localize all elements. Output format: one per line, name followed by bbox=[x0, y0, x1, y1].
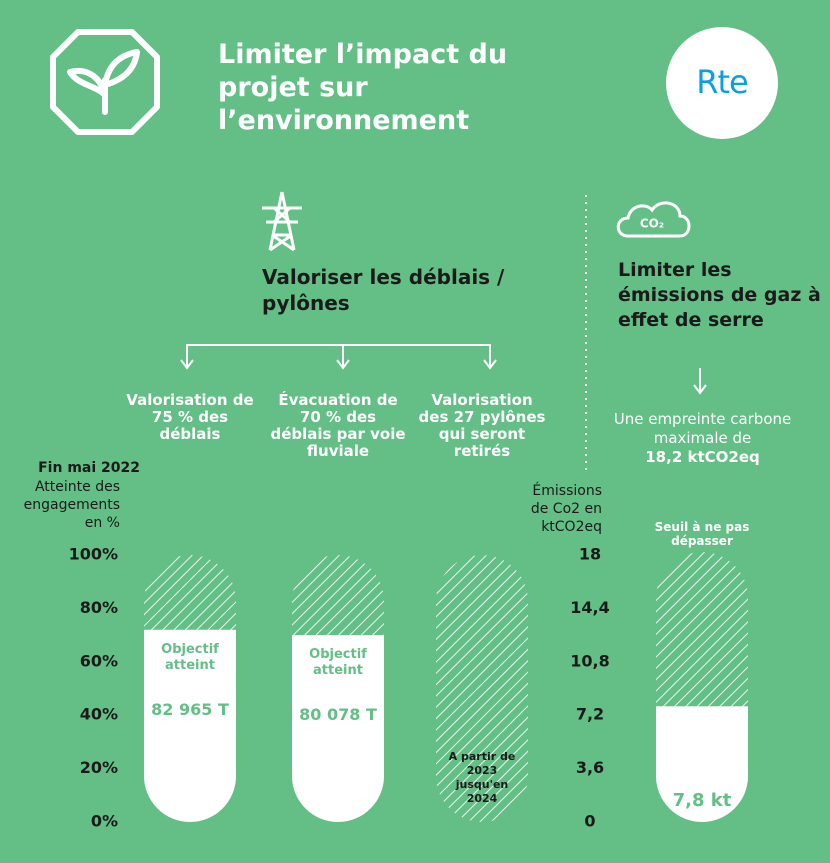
pylon-icon bbox=[262, 191, 302, 252]
plant-icon bbox=[50, 29, 160, 135]
value-label: 7,8 kt bbox=[672, 790, 732, 811]
bar-note: 82 965 T bbox=[151, 699, 229, 719]
y-tick-label: 20% bbox=[80, 758, 118, 777]
y-tick-label: 40% bbox=[80, 705, 118, 724]
y-tick-label: 14,4 bbox=[570, 598, 609, 617]
bar-note: Objectif atteint bbox=[161, 641, 219, 673]
chart-title: Fin mai 2022 bbox=[38, 460, 140, 476]
y-tick-label: 100% bbox=[69, 545, 118, 564]
y-tick-label: 80% bbox=[80, 598, 118, 617]
y-tick-label: 3,6 bbox=[576, 758, 604, 777]
bar-note: Objectif atteint bbox=[309, 647, 367, 679]
y-axis-label: Atteinte des engagements en % bbox=[23, 479, 120, 531]
section-subtitle: Une empreinte carbone maximale de bbox=[613, 410, 792, 447]
bar-note: A partir de 2023 jusqu'en 2024 bbox=[448, 750, 516, 805]
y-tick-label: 7,2 bbox=[576, 705, 604, 724]
header-title: Limiter l’impact du projet sur l’environ… bbox=[218, 39, 508, 136]
threshold-label: Seuil à ne pas dépasser bbox=[654, 520, 750, 548]
svg-text:CO₂: CO₂ bbox=[640, 217, 664, 231]
y-tick-label: 60% bbox=[80, 651, 118, 670]
y-tick-label: 10,8 bbox=[570, 651, 609, 670]
category-label: Évacuation de 70 % des déblais par voie … bbox=[270, 391, 406, 460]
bar bbox=[292, 635, 384, 822]
section-title: Valoriser les déblais / pylônes bbox=[262, 265, 505, 315]
y-axis-label: Émissions de Co2 en ktCO2eq bbox=[530, 483, 602, 535]
section-title: Limiter les émissions de gaz à effet de … bbox=[618, 259, 821, 331]
category-label: Valorisation de 75 % des déblais bbox=[126, 391, 254, 443]
bar-note: 80 078 T bbox=[299, 705, 377, 725]
y-tick-label: 0 bbox=[584, 812, 595, 831]
flow-arrows bbox=[180, 344, 707, 395]
bar bbox=[144, 629, 236, 822]
logo-text: Rte bbox=[696, 63, 748, 101]
y-tick-label: 18 bbox=[579, 545, 601, 564]
bar bbox=[656, 706, 748, 822]
y-tick-label: 0% bbox=[91, 812, 118, 831]
category-label: Valorisation des 27 pylônes qui seront r… bbox=[418, 391, 546, 460]
logo bbox=[666, 27, 778, 139]
target-capsule bbox=[436, 555, 528, 822]
cloud-icon: CO₂ bbox=[616, 201, 691, 238]
section-highlight: 18,2 ktCO2eq bbox=[645, 448, 760, 466]
